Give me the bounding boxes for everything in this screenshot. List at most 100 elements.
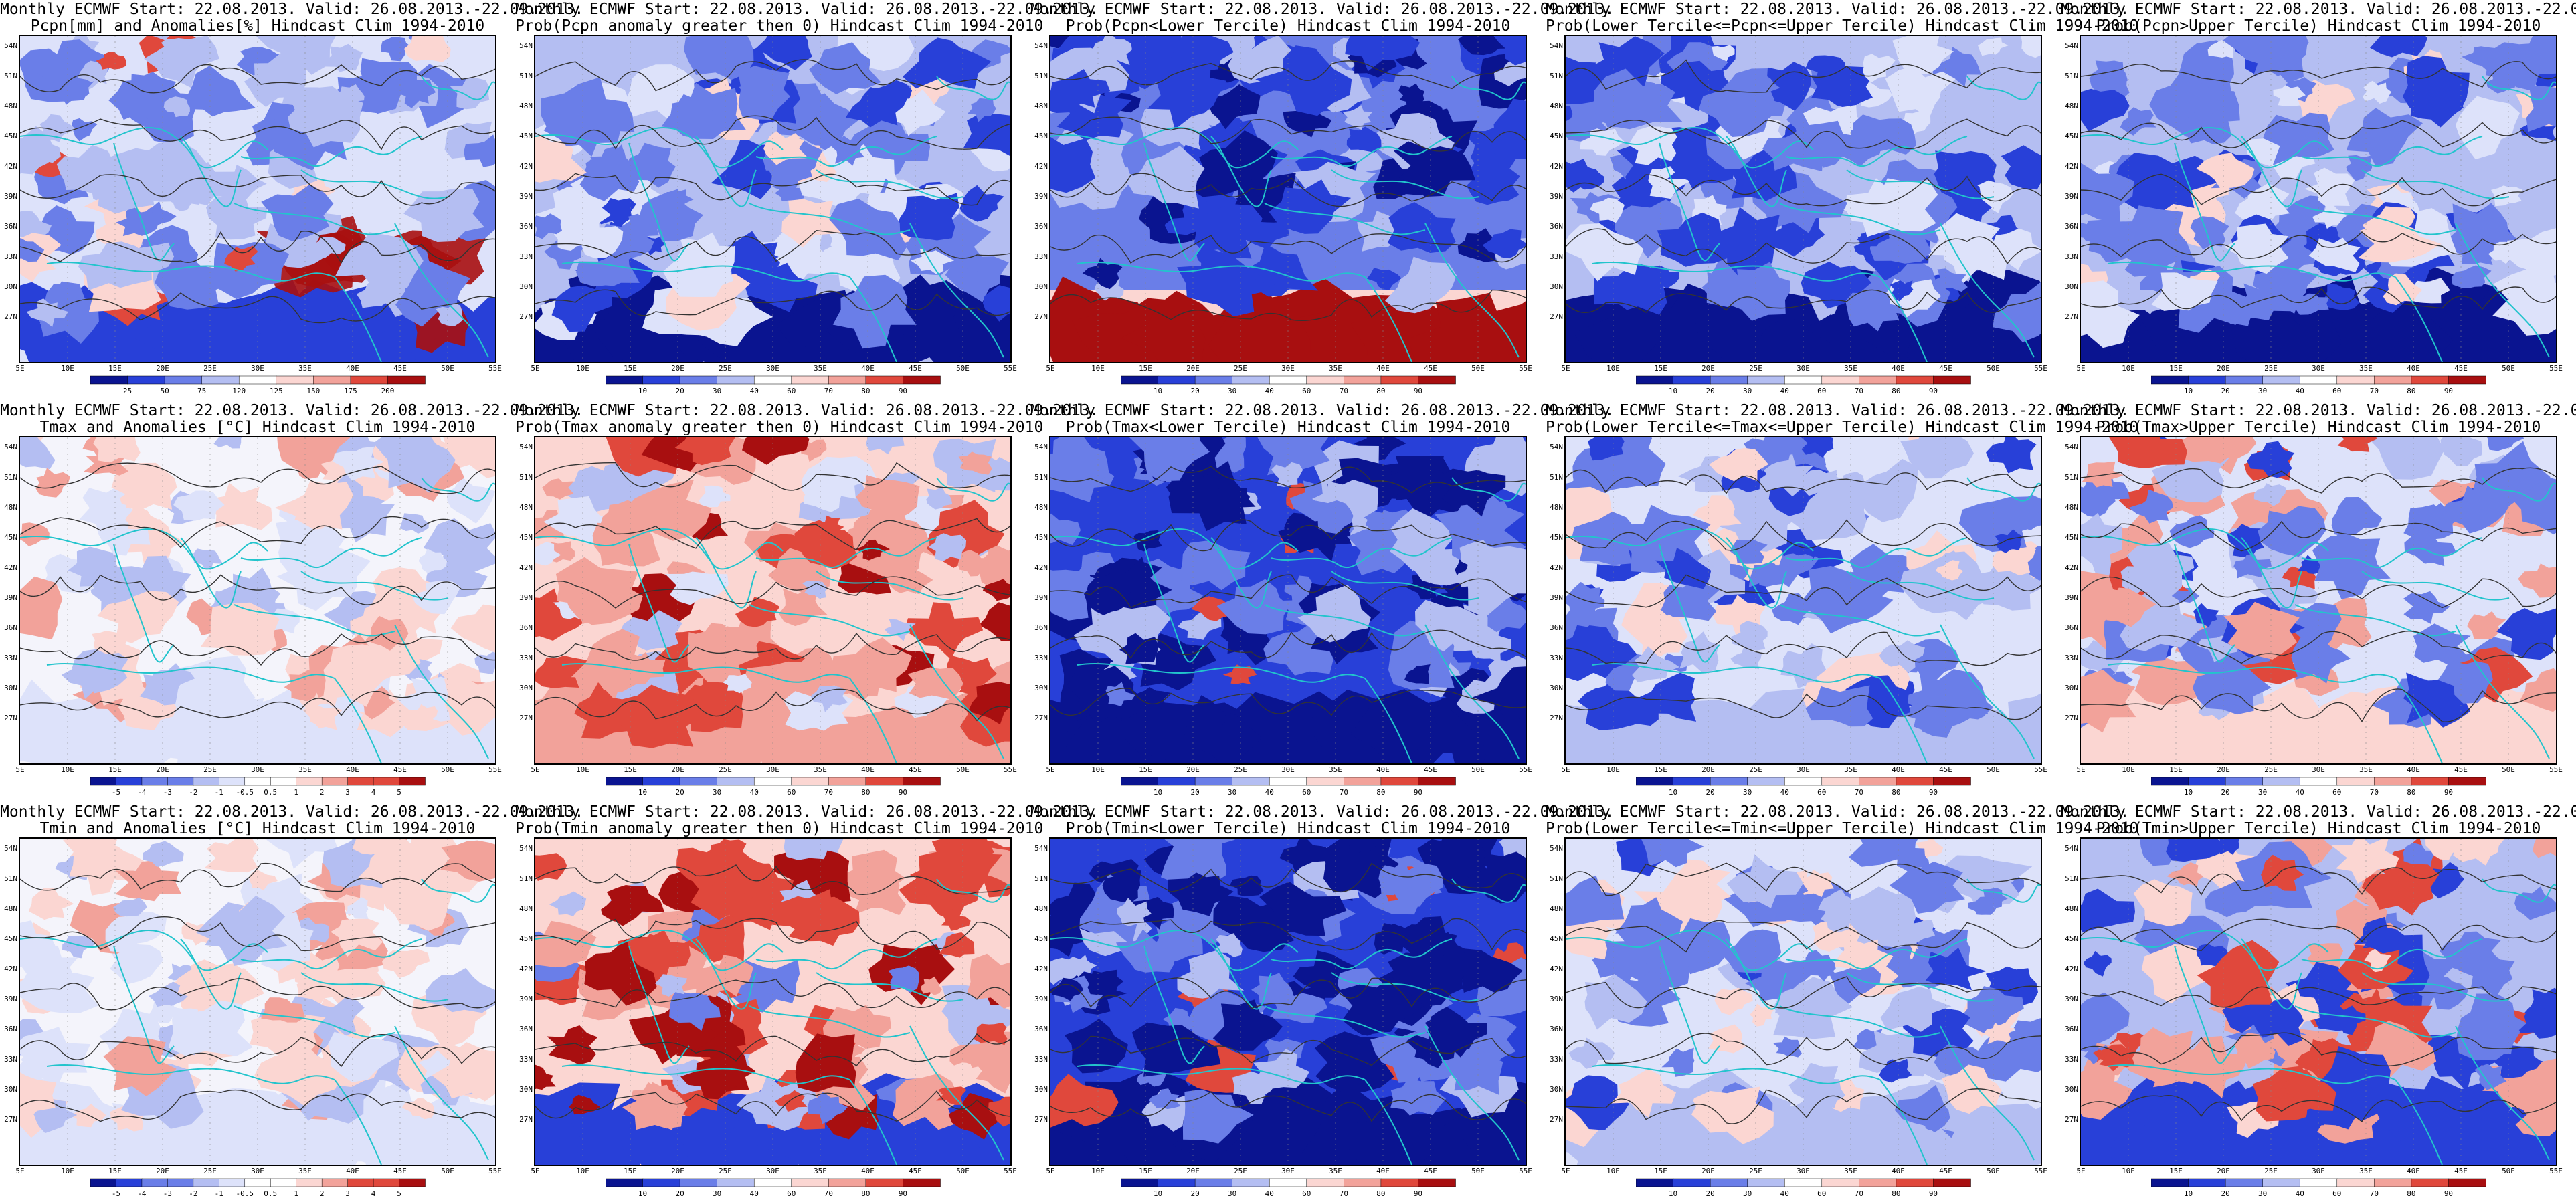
colorbar-label: 60 [1817,788,1827,797]
probability-field [1050,36,1526,362]
longitude-label: 55E [1004,1167,1017,1175]
colorbar-label: 60 [1302,1189,1311,1198]
latitude-label: 30N [519,1085,533,1094]
latitude-label: 33N [2065,252,2078,261]
colorbar-label: 40 [2295,387,2304,395]
longitude-label: 35E [2359,1167,2373,1175]
colorbar-label: 40 [1780,788,1789,797]
latitude-label: 51N [519,473,533,482]
colorbar-label: 80 [2407,387,2416,395]
latitude-label: 51N [2065,473,2078,482]
latitude-label: 45N [1034,533,1048,542]
latitude-label: 48N [519,102,533,110]
longitude-label: 25E [1234,765,1247,774]
longitude-label: 30E [251,364,264,373]
colorbar-label: 4 [371,1189,376,1198]
latitude-label: 33N [4,654,17,662]
colorbar [1636,375,1971,385]
longitude-label: 5E [15,364,25,373]
latitude-label: 39N [519,995,533,1003]
longitude-label: 20E [671,765,684,774]
latitude-label: 39N [1034,593,1048,602]
longitude-label: 10E [61,364,74,373]
colorbar-label: 30 [1228,1189,1237,1198]
longitude-label: 25E [719,765,732,774]
colorbar-label: 60 [1302,387,1311,395]
latitude-label: 33N [1034,654,1048,662]
colorbar [1636,776,1971,787]
colorbar-label: 90 [2444,1189,2454,1198]
longitude-label: 55E [2034,364,2047,373]
longitude-label: 20E [671,1167,684,1175]
map-area [2080,436,2557,765]
latitude-label: 33N [519,654,533,662]
longitude-label: 45E [1939,765,1952,774]
longitude-label: 10E [1091,1167,1105,1175]
longitude-label: 20E [1186,364,1200,373]
latitude-label: 51N [4,473,17,482]
longitude-label: 50E [1471,364,1485,373]
colorbar-label: -2 [189,1189,198,1198]
longitude-label: 45E [2454,364,2468,373]
colorbar-label: -3 [163,788,172,797]
latitude-label: 36N [1034,1025,1048,1033]
colorbar-label: 10 [1153,1189,1163,1198]
longitude-label: 50E [441,1167,454,1175]
longitude-label: 20E [156,364,169,373]
colorbar-label: 90 [1413,788,1423,797]
panel-subtitle: Prob(Pcpn>Upper Tercile) Hindcast Clim 1… [2096,17,2541,35]
longitude-label: 35E [1844,765,1857,774]
latitude-label: 48N [2065,503,2078,512]
longitude-label: 25E [203,364,217,373]
longitude-label: 20E [1701,364,1715,373]
longitude-label: 15E [624,1167,637,1175]
longitude-label: 5E [1046,1167,1055,1175]
longitude-label: 55E [488,765,502,774]
longitude-label: 35E [298,765,312,774]
latitude-label: 33N [1034,1055,1048,1064]
longitude-label: 55E [2549,364,2563,373]
colorbar-label: 175 [343,387,357,395]
latitude-label: 48N [1550,102,1563,110]
longitude-label: 55E [1004,765,1017,774]
colorbar-label: 20 [675,1189,684,1198]
colorbar-label: -1 [214,1189,223,1198]
colorbar-label: 80 [861,788,870,797]
colorbar-label: 20 [1706,788,1715,797]
latitude-label: 48N [1034,904,1048,913]
latitude-label: 30N [1034,1085,1048,1094]
longitude-label: 40E [861,364,875,373]
latitude-label: 48N [1034,503,1048,512]
latitude-label: 27N [2065,312,2078,321]
colorbar-label: 75 [197,387,207,395]
latitude-label: 45N [2065,132,2078,140]
longitude-label: 50E [441,364,454,373]
longitude-label: 15E [2169,1167,2183,1175]
colorbar-label: 90 [1928,387,1938,395]
colorbar-label: 10 [1668,788,1678,797]
latitude-label: 42N [1034,965,1048,973]
latitude-label: 42N [1034,162,1048,171]
map-area [534,837,1012,1166]
latitude-label: 27N [519,714,533,722]
longitude-label: 30E [1281,1167,1295,1175]
longitude-label: 15E [108,364,122,373]
latitude-label: 30N [4,282,17,291]
latitude-label: 48N [1034,102,1048,110]
colorbar-label: 40 [749,788,759,797]
latitude-label: 33N [2065,654,2078,662]
panel-subtitle: Prob(Tmax<Lower Tercile) Hindcast Clim 1… [1065,419,1511,436]
longitude-label: 50E [1987,1167,2000,1175]
colorbar [90,776,426,787]
map-area [19,837,496,1166]
map-area [1049,436,1527,765]
longitude-label: 15E [1139,1167,1152,1175]
longitude-label: 30E [1797,364,1810,373]
colorbar-label: 25 [122,387,132,395]
probability-field [1050,839,1526,1165]
colorbar-label: 80 [861,387,870,395]
probability-field [2081,36,2556,362]
latitude-label: 45N [519,533,533,542]
latitude-label: 27N [1550,1115,1563,1124]
latitude-label: 42N [1550,162,1563,171]
